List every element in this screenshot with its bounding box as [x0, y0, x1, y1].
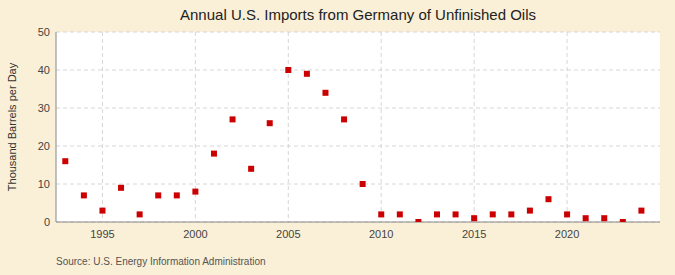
point	[155, 192, 161, 198]
grid-line	[56, 108, 660, 109]
point	[490, 211, 496, 217]
tick-label: 20	[38, 140, 50, 152]
point	[601, 215, 607, 221]
tick-label: 2010	[369, 228, 393, 240]
point	[230, 116, 236, 122]
background	[0, 0, 675, 275]
point	[322, 90, 328, 96]
point	[434, 211, 440, 217]
point	[285, 67, 291, 73]
point	[638, 208, 644, 214]
points	[62, 67, 644, 222]
tick-label: 2000	[183, 228, 207, 240]
plot-background	[56, 32, 660, 222]
point	[248, 166, 254, 172]
point	[378, 211, 384, 217]
tick-label: 2015	[462, 228, 486, 240]
point	[118, 185, 124, 191]
point	[453, 211, 459, 217]
tick-label: 2020	[555, 228, 579, 240]
tick-label: 10	[38, 178, 50, 190]
grid-line	[288, 32, 289, 222]
chart-container: 0 10 20 30 40 50 1995 2000 2005 2010 2015 2020 Annua…	[0, 0, 675, 275]
point	[564, 211, 570, 217]
point	[397, 211, 403, 217]
point	[620, 219, 626, 222]
tick-label: 0	[44, 216, 50, 228]
tick-label: 1995	[90, 228, 114, 240]
point	[211, 151, 217, 157]
point	[267, 120, 273, 126]
point	[508, 211, 514, 217]
chart: 0 10 20 30 40 50 1995 2000 2005 2010 2015 2020 Annua…	[0, 0, 675, 275]
axes: 0 10 20 30 40 50 1995 2000 2005 2010 2015 2020	[38, 26, 660, 240]
source: Source: U.S. Energy Information Administ…	[56, 256, 266, 267]
point	[527, 208, 533, 214]
grid	[56, 32, 660, 222]
grid-line	[56, 70, 660, 71]
point	[545, 196, 551, 202]
x-axis-line	[56, 222, 660, 223]
grid-line	[56, 32, 660, 33]
point	[137, 211, 143, 217]
grid-line	[381, 32, 382, 222]
tick-label: 2005	[276, 228, 300, 240]
point	[99, 208, 105, 214]
point	[471, 215, 477, 221]
point	[360, 181, 366, 187]
y-axis-label: Thousand Barrels per Day	[6, 62, 18, 191]
point	[174, 192, 180, 198]
point	[304, 71, 310, 77]
tick-label: 30	[38, 102, 50, 114]
point	[583, 215, 589, 221]
tick-label: 40	[38, 64, 50, 76]
point	[192, 189, 198, 195]
y-axis-line	[56, 32, 57, 222]
point	[81, 192, 87, 198]
grid-line	[102, 32, 103, 222]
grid-line	[56, 146, 660, 147]
point	[415, 219, 421, 222]
point	[62, 158, 68, 164]
point	[341, 116, 347, 122]
grid-line	[567, 32, 568, 222]
grid-line	[474, 32, 475, 222]
grid-line	[56, 222, 660, 223]
tick-label: 50	[38, 26, 50, 38]
title: Annual U.S. Imports from Germany of Unfi…	[180, 6, 536, 23]
grid-line	[56, 184, 660, 185]
